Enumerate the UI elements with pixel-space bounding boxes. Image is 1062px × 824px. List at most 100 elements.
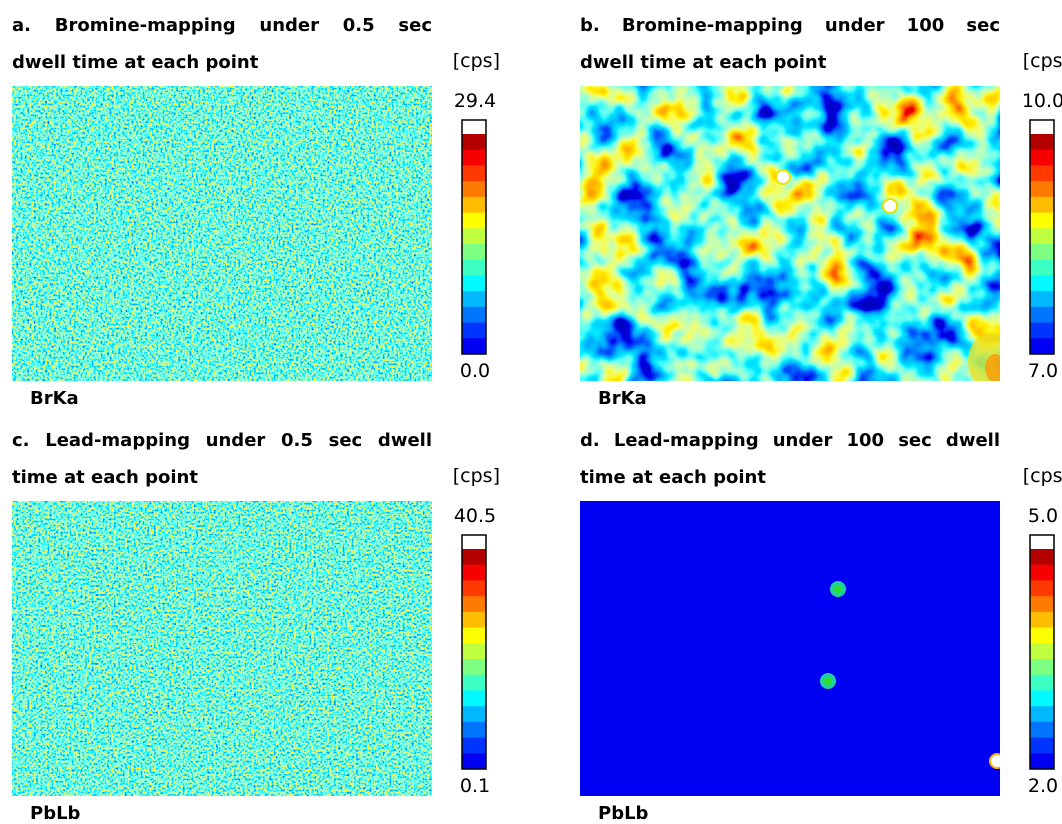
colorbar-step <box>1030 322 1054 339</box>
colorbar-frame <box>461 534 487 770</box>
map-texture <box>580 86 1000 381</box>
colorbar-step <box>1030 549 1054 566</box>
hot-spot <box>834 585 842 593</box>
colorbar-step <box>462 674 486 691</box>
colorbar-step <box>1030 596 1054 613</box>
colorbar-step <box>1030 196 1054 214</box>
colorbar-step <box>462 643 486 660</box>
colorbar-min-label: 0.1 <box>459 775 491 797</box>
unit-label: [cps] <box>1022 465 1062 487</box>
hot-spot <box>777 171 789 183</box>
unit-label: [cps] <box>452 50 500 72</box>
colorbar-step <box>462 690 486 707</box>
colorbar-min-label: 0.0 <box>459 360 491 382</box>
hot-area <box>985 354 1000 381</box>
colorbar-step <box>462 291 486 308</box>
colorbar-step <box>1030 564 1054 581</box>
colorbar-step <box>462 549 486 566</box>
panel-title-line: dwell time at each point <box>580 52 827 73</box>
colorbar-step <box>1030 212 1054 229</box>
colorbar-frame <box>1029 534 1055 770</box>
colorbar-step <box>462 322 486 339</box>
map-background <box>580 501 1000 796</box>
colorbar-step <box>462 196 486 214</box>
colorbar-step <box>462 259 486 276</box>
colorbar-step <box>462 228 486 245</box>
colorbar-step <box>462 275 486 292</box>
colorbar-step <box>1030 275 1054 292</box>
colorbar-step <box>462 580 486 597</box>
unit-label: [cps] <box>452 465 500 487</box>
colorbar-step <box>1030 737 1054 754</box>
colorbar-step <box>1030 706 1054 723</box>
colorbar-step <box>462 737 486 754</box>
panel-title-line: dwell time at each point <box>12 52 259 73</box>
colorbar-step <box>462 611 486 629</box>
hot-spot <box>824 677 832 685</box>
colorbar-frame <box>461 119 487 355</box>
colorbar <box>1029 119 1055 355</box>
colorbar-step <box>462 244 486 261</box>
colorbar-step <box>1030 627 1054 644</box>
colorbar <box>461 534 487 770</box>
colorbar-step <box>1030 659 1054 676</box>
element-label: PbLb <box>598 803 649 824</box>
colorbar-step <box>462 706 486 723</box>
colorbar-step <box>1030 690 1054 707</box>
colorbar-step <box>462 338 486 355</box>
colorbar-step <box>462 212 486 229</box>
colorbar-step <box>462 306 486 324</box>
colorbar-step <box>1030 149 1054 166</box>
panel-title-line: a. Bromine-mapping under 0.5 sec <box>12 15 432 36</box>
colorbar-step <box>1030 259 1054 276</box>
colorbar-top <box>1030 120 1054 134</box>
panel-title-line: time at each point <box>580 467 766 488</box>
element-map <box>580 86 1000 381</box>
colorbar-step <box>1030 228 1054 245</box>
colorbar-step <box>462 721 486 739</box>
colorbar-step <box>1030 134 1054 151</box>
colorbar-frame <box>1029 119 1055 355</box>
colorbar-step <box>1030 721 1054 739</box>
colorbar-step <box>1030 244 1054 261</box>
colorbar-min-label: 7.0 <box>1027 360 1059 382</box>
hot-spot <box>991 755 1000 767</box>
colorbar-step <box>1030 643 1054 660</box>
colorbar <box>461 119 487 355</box>
element-label: BrKa <box>30 388 79 409</box>
colorbar-step <box>1030 674 1054 691</box>
colorbar <box>1029 534 1055 770</box>
colorbar-top <box>462 535 486 549</box>
element-map <box>12 86 432 381</box>
colorbar-step <box>1030 753 1054 770</box>
element-map <box>580 501 1000 796</box>
panel-title-line: c. Lead-mapping under 0.5 sec dwell <box>12 430 432 451</box>
colorbar-max-label: 29.4 <box>453 90 497 112</box>
element-map <box>12 501 432 796</box>
colorbar-min-label: 2.0 <box>1027 775 1059 797</box>
colorbar-step <box>1030 181 1054 198</box>
colorbar-step <box>462 149 486 166</box>
panel-title-line: time at each point <box>12 467 198 488</box>
panel-title-line: b. Bromine-mapping under 100 sec <box>580 15 1000 36</box>
colorbar-step <box>462 564 486 581</box>
colorbar-max-label: 10.0 <box>1021 90 1062 112</box>
colorbar-step <box>1030 165 1054 182</box>
colorbar-step <box>1030 338 1054 355</box>
unit-label: [cps] <box>1022 50 1062 72</box>
colorbar-step <box>1030 611 1054 629</box>
element-label: BrKa <box>598 388 647 409</box>
colorbar-step <box>1030 306 1054 324</box>
colorbar-step <box>1030 291 1054 308</box>
colorbar-step <box>462 659 486 676</box>
colorbar-max-label: 40.5 <box>453 505 497 527</box>
colorbar-top <box>1030 535 1054 549</box>
colorbar-step <box>1030 580 1054 597</box>
hot-spot <box>884 200 896 212</box>
colorbar-step <box>462 753 486 770</box>
colorbar-step <box>462 181 486 198</box>
colorbar-step <box>462 627 486 644</box>
colorbar-step <box>462 596 486 613</box>
map-texture <box>12 86 432 381</box>
